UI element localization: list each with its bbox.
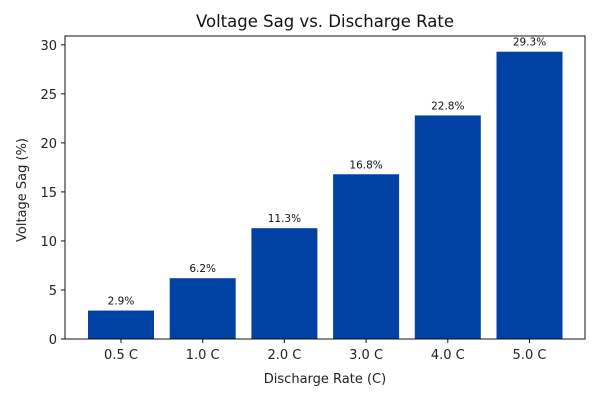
bar (496, 51, 563, 339)
x-tick-label: 3.0 C (349, 348, 383, 363)
y-tick-label: 25 (40, 88, 57, 103)
x-tick-label: 2.0 C (267, 348, 301, 363)
y-tick-label: 15 (40, 186, 57, 201)
y-tick-label: 5 (49, 284, 57, 299)
data-label: 16.8% (349, 159, 382, 171)
chart-title: Voltage Sag vs. Discharge Rate (196, 12, 454, 31)
y-axis-label: Voltage Sag (%) (15, 138, 30, 242)
x-axis-label: Discharge Rate (C) (264, 372, 386, 387)
data-label: 22.8% (431, 100, 464, 112)
x-tick-label: 4.0 C (431, 348, 465, 363)
x-tick-label: 0.5 C (104, 348, 138, 363)
bar (251, 228, 318, 339)
bar (333, 174, 400, 339)
y-tick-label: 10 (40, 235, 57, 250)
data-label: 6.2% (189, 263, 216, 275)
x-tick-label: 5.0 C (513, 348, 547, 363)
y-tick-label: 30 (40, 39, 57, 54)
plot-frame (64, 35, 586, 340)
bar (88, 310, 154, 339)
data-label: 2.9% (108, 296, 135, 308)
y-tick-label: 0 (49, 333, 57, 348)
y-tick-label: 20 (40, 137, 57, 152)
x-tick-label: 1.0 C (186, 348, 220, 363)
bar (414, 115, 481, 339)
data-label: 29.3% (513, 37, 546, 49)
bar (169, 278, 236, 339)
data-label: 11.3% (268, 213, 301, 225)
